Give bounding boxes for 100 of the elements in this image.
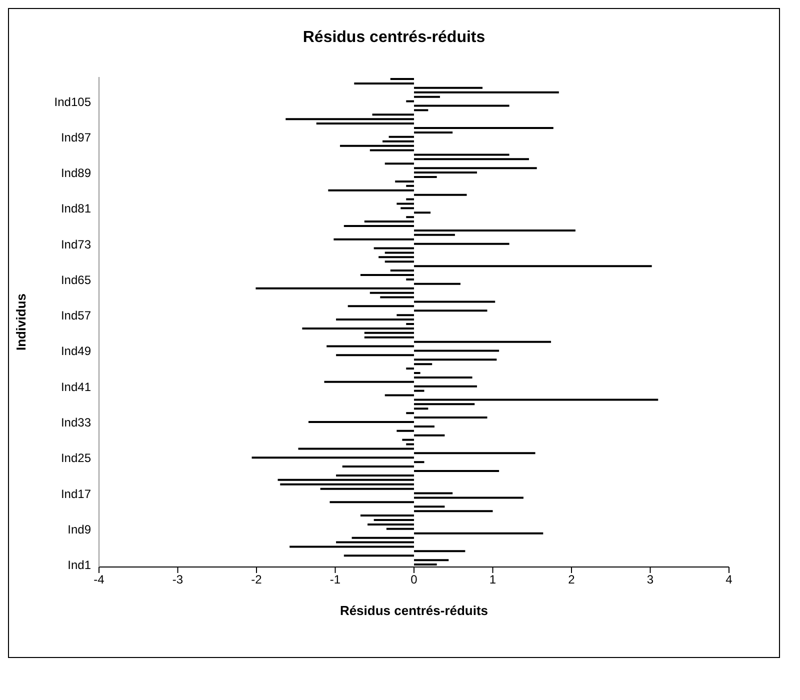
x-tick-label: 4 [726,572,733,587]
bar [414,265,652,268]
y-tick-label: Ind1 [68,558,92,572]
bar [388,136,414,138]
bar [414,96,440,98]
bar [372,114,414,116]
bar [414,470,500,472]
bar [290,546,414,548]
bar [414,363,432,366]
x-axis-title: Résidus centrés-réduits [340,603,488,618]
bar [374,519,414,521]
bar [308,421,414,423]
bar [364,332,414,334]
bar [414,532,544,534]
bar [395,180,414,182]
bar [406,412,414,414]
bar [414,372,420,374]
bar [414,282,460,285]
bar [414,212,431,214]
bar [414,452,536,454]
bar [414,390,424,392]
bar [414,340,552,343]
bar [414,408,428,410]
bar [414,91,559,94]
y-tick-label: Ind9 [68,522,92,536]
bar [320,488,414,490]
bar [414,127,554,129]
y-tick-label: Ind17 [60,486,92,501]
y-tick-label: Ind41 [60,380,92,394]
bar [414,154,510,156]
bar [414,109,428,112]
bar [384,162,414,165]
y-tick-label: Ind57 [60,308,92,323]
bar [384,394,414,396]
bar [286,118,414,120]
bar [414,416,488,419]
bar [368,523,414,526]
bar [414,194,467,196]
bar [364,336,414,338]
bar [414,398,658,401]
bar [414,385,477,388]
bar [384,252,414,254]
bar [414,376,472,378]
bar [336,354,414,356]
x-tick-label: 0 [410,572,418,587]
bar [340,144,414,147]
y-tick-label: Ind105 [54,94,92,109]
bar [336,541,414,544]
y-tick-label: Ind97 [60,130,92,144]
bar [414,358,497,361]
x-tick-label: -2 [251,572,262,587]
bar [370,149,414,152]
bar [374,247,414,250]
bar [256,287,414,290]
bar [326,345,414,348]
bar [414,434,445,436]
y-tick-label: Ind81 [60,202,92,216]
bar [386,528,414,530]
bar [342,466,414,468]
bar [330,501,414,504]
bar [406,198,414,200]
y-tick-label: Ind33 [60,415,92,430]
bar [414,496,524,499]
bar [414,131,453,134]
bar [324,380,414,383]
bar [252,456,414,459]
chart-title: Résidus centrés-réduits [302,29,486,47]
bar [414,86,483,89]
bar [406,216,414,218]
x-tick-label: 1 [489,572,496,587]
x-tick-label: -4 [94,572,105,587]
bar [390,78,414,80]
bar [402,438,414,441]
bar [414,176,437,178]
bar [414,506,445,508]
bar [348,305,414,308]
bar [280,483,414,486]
bar [406,184,414,187]
y-tick-label: Ind25 [60,451,92,466]
bar [298,448,414,450]
bar [380,296,414,298]
bar [384,260,414,263]
bar [406,323,414,325]
x-tick-label: -1 [330,572,341,587]
bar [414,550,466,552]
bar [396,430,414,432]
bar [360,274,414,276]
bar [352,536,414,539]
bar [396,314,414,316]
bar [414,172,477,174]
y-tick-label: Ind49 [60,344,92,358]
bar [414,461,424,464]
bar [414,234,455,236]
bar [414,492,453,494]
bar [360,514,414,517]
y-tick-label: Ind89 [60,166,92,180]
bar [302,327,414,330]
bar [414,425,434,428]
bar [336,318,414,321]
bar [354,82,414,84]
